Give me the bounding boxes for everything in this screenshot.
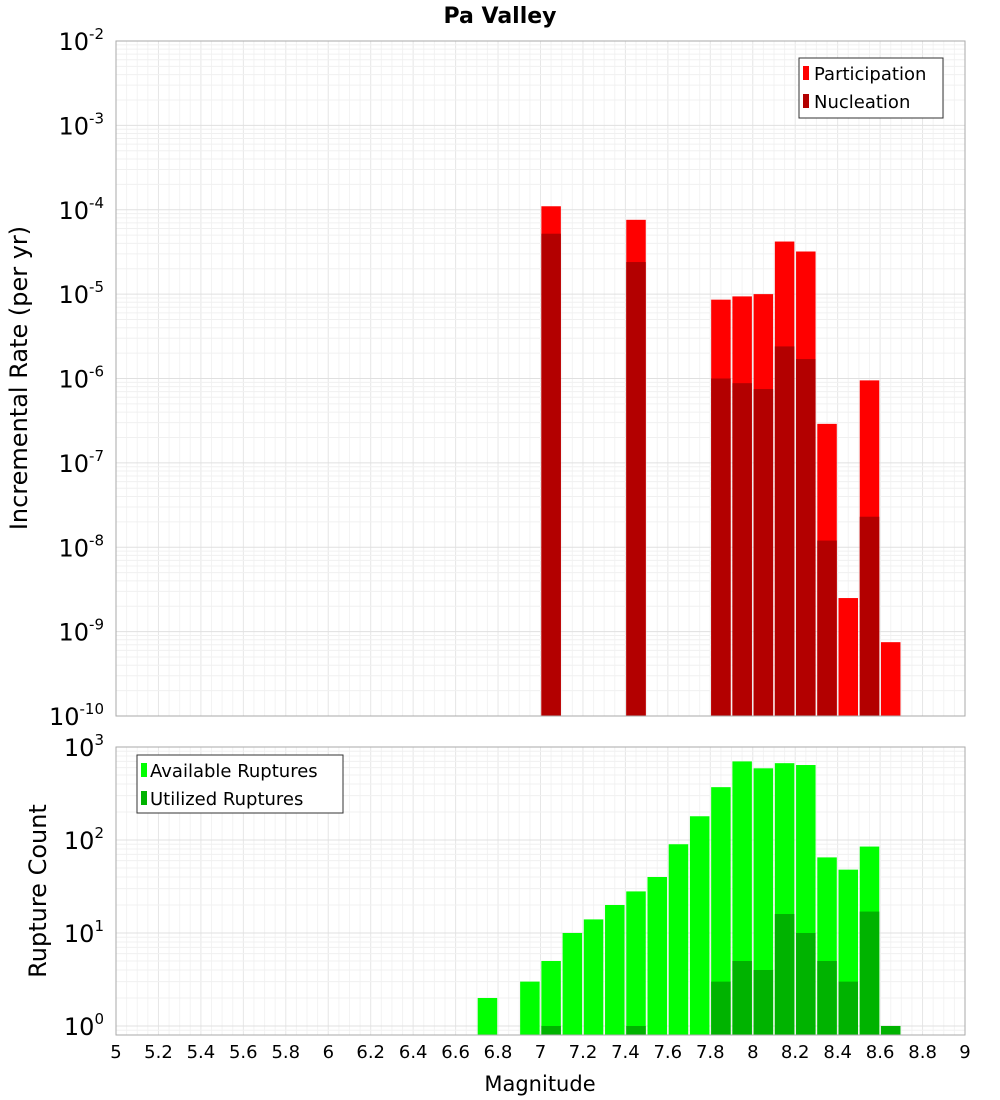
y-tick-label: 10-9: [58, 616, 104, 647]
bottom-bar-utilized-ruptures: [880, 1025, 901, 1035]
top-bar-nucleation: [774, 346, 795, 716]
x-tick-label: 7.4: [611, 1042, 640, 1063]
bottom-bar-available-ruptures: [562, 932, 583, 1035]
legend-label-participation: Participation: [814, 64, 926, 85]
legend-label-available: Available Ruptures: [150, 761, 318, 782]
top-bar-nucleation: [817, 540, 837, 716]
y-tick-label: 10-10: [49, 700, 104, 731]
x-tick-label: 7: [535, 1042, 546, 1063]
x-tick-label: 7.6: [653, 1042, 682, 1063]
bottom-legend: Available Ruptures Utilized Ruptures: [136, 754, 344, 814]
bottom-bar-utilized-ruptures: [774, 914, 795, 1035]
chart-title: Pa Valley: [443, 4, 556, 29]
x-tick-label: 6.8: [484, 1042, 513, 1063]
bottom-bar-utilized-ruptures: [732, 960, 752, 1035]
bottom-bar-utilized-ruptures: [838, 981, 859, 1035]
legend-label-utilized: Utilized Ruptures: [150, 789, 303, 810]
bottom-bar-utilized-ruptures: [541, 1025, 561, 1035]
x-tick-label: 5.6: [229, 1042, 258, 1063]
x-tick-label: 8.8: [908, 1042, 937, 1063]
top-panel: 10-2 10-3 10-4 10-5 10-6 10-7 10-8 10-9 10-10 In…: [5, 25, 966, 731]
bottom-bar-available-ruptures: [753, 768, 774, 1035]
bottom-y-axis-label: Rupture Count: [24, 804, 52, 978]
top-bar-nucleation: [732, 383, 752, 716]
top-bar-participation: [838, 598, 859, 716]
y-tick-label: 10-3: [58, 109, 104, 140]
x-tick-label: 6.2: [356, 1042, 385, 1063]
legend-swatch-utilized: [141, 791, 147, 805]
top-bar-nucleation: [711, 378, 731, 716]
bottom-panel: 103 102 101 100 5 5.2 5.4 5.6 5.8 6 6.2 6.4 6.6 6.8 7…: [24, 731, 971, 1096]
x-tick-label: 6.6: [441, 1042, 470, 1063]
top-bar-nucleation: [796, 359, 816, 716]
top-bar-nucleation: [753, 389, 774, 716]
bottom-bar-utilized-ruptures: [626, 1025, 646, 1035]
legend-swatch-available: [141, 763, 147, 777]
bottom-legend-box: [136, 754, 344, 814]
top-gridlines: [115, 40, 966, 717]
bottom-bar-available-ruptures: [520, 981, 540, 1035]
x-tick-label: 5.2: [144, 1042, 173, 1063]
x-tick-label: 5.4: [187, 1042, 216, 1063]
top-y-tick-labels: 10-2 10-3 10-4 10-5 10-6 10-7 10-8 10-9 10-10: [49, 25, 104, 731]
x-tick-label: 8.4: [823, 1042, 852, 1063]
x-tick-label: 5.8: [271, 1042, 300, 1063]
bottom-bar-available-ruptures: [647, 877, 667, 1035]
top-bar-nucleation: [859, 516, 880, 716]
y-tick-label: 101: [64, 917, 104, 948]
legend-swatch-participation: [803, 66, 809, 80]
x-axis-label: Magnitude: [484, 1072, 595, 1096]
y-tick-label: 10-6: [58, 363, 104, 394]
x-tick-label: 9: [959, 1042, 970, 1063]
top-y-axis-label: Incremental Rate (per yr): [5, 226, 33, 530]
bottom-y-tick-labels: 103 102 101 100: [64, 731, 104, 1041]
bottom-bar-utilized-ruptures: [796, 932, 816, 1035]
legend-swatch-nucleation: [803, 94, 809, 108]
bottom-bar-available-ruptures: [605, 905, 625, 1035]
y-tick-label: 102: [64, 824, 104, 855]
top-bar-nucleation: [626, 262, 646, 716]
bottom-bar-available-ruptures: [583, 919, 604, 1035]
top-legend-box: [798, 57, 944, 119]
x-tick-label: 8.6: [866, 1042, 895, 1063]
bottom-bar-available-ruptures: [626, 891, 646, 1035]
bottom-bar-available-ruptures: [668, 844, 689, 1035]
x-tick-label: 8: [747, 1042, 758, 1063]
x-tick-label: 7.8: [696, 1042, 725, 1063]
bottom-bar-available-ruptures: [541, 960, 561, 1035]
bottom-bar-available-ruptures: [689, 816, 710, 1035]
y-tick-label: 100: [64, 1010, 104, 1041]
bottom-bars: [477, 761, 901, 1035]
y-tick-label: 10-4: [58, 194, 104, 225]
top-plot-frame: [115, 40, 966, 717]
bottom-bar-utilized-ruptures: [753, 970, 774, 1035]
x-tick-label: 7.2: [569, 1042, 598, 1063]
top-bar-nucleation: [541, 233, 561, 716]
top-bars: [541, 206, 901, 717]
bottom-bar-available-ruptures: [477, 997, 498, 1035]
legend-label-nucleation: Nucleation: [814, 92, 910, 113]
y-tick-label: 10-8: [58, 531, 104, 562]
y-tick-label: 10-5: [58, 278, 104, 309]
y-tick-label: 103: [64, 731, 104, 762]
x-tick-label: 8.2: [781, 1042, 810, 1063]
y-tick-label: 10-7: [58, 447, 104, 478]
x-tick-label: 5: [110, 1042, 121, 1063]
x-tick-label: 6.4: [399, 1042, 428, 1063]
bottom-bar-utilized-ruptures: [711, 981, 731, 1035]
bottom-bar-utilized-ruptures: [817, 960, 837, 1035]
top-bar-participation: [880, 642, 901, 716]
x-tick-label: 6: [323, 1042, 334, 1063]
y-tick-label: 10-2: [58, 25, 104, 56]
top-legend: Participation Nucleation: [798, 57, 944, 119]
x-tick-labels: 5 5.2 5.4 5.6 5.8 6 6.2 6.4 6.6 6.8 7 7.2 7.4 7.6 7.8 8…: [110, 1042, 970, 1063]
bottom-bar-utilized-ruptures: [859, 911, 880, 1035]
bottom-plot-frame: [115, 746, 966, 1036]
bottom-bar-available-ruptures: [711, 787, 731, 1035]
